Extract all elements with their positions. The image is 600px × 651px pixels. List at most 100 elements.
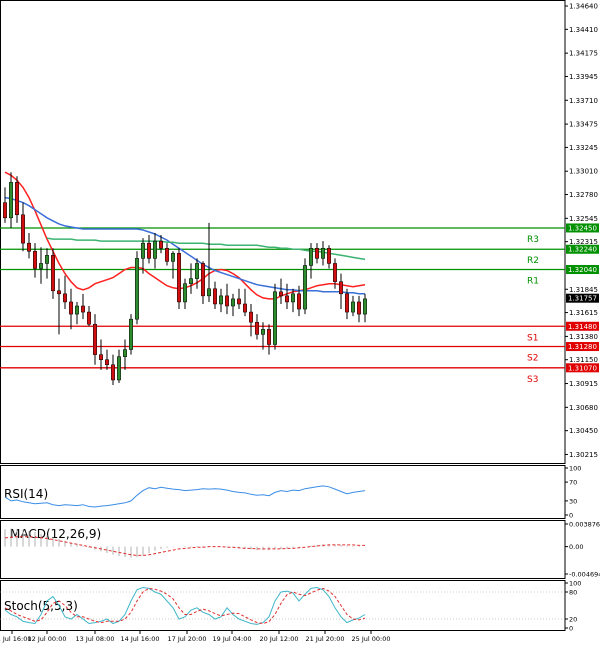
- candle: [261, 322, 265, 350]
- candle-body-up: [45, 255, 49, 264]
- level-name-r1: R1: [527, 277, 539, 287]
- candle-body-up: [117, 356, 121, 381]
- stoch-title: Stoch(5,5,3): [4, 599, 78, 613]
- rsi-tick-label: 70: [569, 479, 577, 487]
- candle-body-down: [249, 311, 253, 323]
- candle-body-down: [99, 354, 103, 360]
- candle: [39, 247, 43, 284]
- candle: [81, 293, 85, 320]
- candle: [357, 295, 361, 323]
- candle: [147, 235, 151, 264]
- candle-body-up: [219, 295, 223, 305]
- time-tick-label: 12 Jul 00:00: [28, 635, 67, 643]
- time-tick-label: 13 Jul 08:00: [76, 635, 115, 643]
- candle: [21, 202, 25, 252]
- candle-body-down: [279, 291, 283, 297]
- candle: [351, 295, 355, 317]
- candle-body-down: [345, 293, 349, 313]
- price-tick-label: 1.30215: [569, 451, 598, 459]
- candle: [255, 314, 259, 340]
- price-tick-label: 1.32780: [569, 191, 598, 199]
- candle-body-down: [3, 202, 7, 219]
- candle-body-down: [213, 288, 217, 305]
- price-tick-label: 1.31380: [569, 333, 598, 341]
- candle: [129, 314, 133, 355]
- price-tick-label: 1.33945: [569, 73, 598, 81]
- level-price-badge: [566, 363, 599, 373]
- candle-body-down: [285, 295, 289, 303]
- candle-body-down: [51, 255, 55, 292]
- candle: [363, 293, 367, 323]
- level-price-badge: [566, 321, 599, 331]
- candle: [69, 288, 73, 330]
- candle: [63, 275, 67, 310]
- candle-body-up: [351, 301, 355, 313]
- price-tick-label: 1.34175: [569, 50, 598, 58]
- candle-body-up: [9, 182, 13, 219]
- price-tick-label: 1.33010: [569, 168, 598, 176]
- candle: [201, 261, 205, 304]
- candle: [303, 258, 307, 315]
- candle-body-up: [183, 283, 187, 303]
- candle: [321, 241, 325, 266]
- candle-body-down: [27, 242, 31, 252]
- candle-body-down: [339, 281, 343, 295]
- level-price-label: 1.31480: [568, 323, 597, 331]
- candle-body-down: [33, 251, 37, 269]
- level-price-badge: [566, 223, 599, 233]
- candle-body-up: [363, 298, 367, 315]
- candle-body-down: [297, 293, 301, 310]
- stoch-k-line: [4, 586, 366, 625]
- candle-body-down: [201, 263, 205, 297]
- candle: [285, 283, 289, 310]
- candle: [195, 258, 199, 289]
- candle: [225, 283, 229, 315]
- macd-panel: MACD(12,26,9) 0.003876 0.00 -0.004694: [4, 521, 600, 579]
- candle-body-down: [81, 305, 85, 313]
- candle: [27, 233, 31, 259]
- price-tick-label: 1.30915: [569, 380, 598, 388]
- candle: [339, 273, 343, 310]
- candle: [309, 243, 313, 279]
- level-price-badge: [566, 244, 599, 254]
- candle: [345, 288, 349, 320]
- time-tick-label: 14 Jul 16:00: [121, 635, 160, 643]
- current-price-label: 1.31757: [568, 295, 597, 303]
- level-price-label: 1.32040: [568, 266, 597, 274]
- stoch-tick-label: 0: [569, 625, 573, 633]
- price-axis: 1.34640 1.34410 1.34175 1.33945 1.33710 1.334…: [565, 3, 598, 459]
- price-tick-label: 1.33710: [569, 97, 598, 105]
- candle: [279, 278, 283, 304]
- stoch-frame: [0, 580, 566, 631]
- level-name-r2: R2: [527, 256, 539, 266]
- macd-tick-label: -0.004694: [569, 571, 600, 579]
- candle: [249, 303, 253, 337]
- candle: [99, 339, 103, 370]
- candle-body-up: [309, 247, 313, 266]
- candle: [105, 349, 109, 370]
- candle: [3, 187, 7, 223]
- candle: [123, 339, 127, 370]
- candle: [51, 248, 55, 299]
- candle: [237, 288, 241, 310]
- candle-body-down: [357, 301, 361, 315]
- rsi-line: [4, 485, 366, 508]
- level-name-s2: S2: [527, 354, 538, 364]
- candle: [15, 176, 19, 223]
- price-tick-label: 1.33475: [569, 121, 598, 129]
- rsi-title: RSI(14): [4, 487, 48, 501]
- candle-body-down: [87, 311, 91, 325]
- candle-body-down: [255, 321, 259, 335]
- candle-body-down: [105, 359, 109, 366]
- stoch-tick-label: 100: [569, 580, 581, 588]
- candle-body-up: [207, 288, 211, 297]
- candle: [153, 233, 157, 269]
- candle: [93, 314, 97, 365]
- candle: [159, 235, 163, 254]
- candle: [57, 278, 61, 335]
- current-price-badge: [566, 293, 599, 303]
- candle-body-up: [261, 329, 265, 335]
